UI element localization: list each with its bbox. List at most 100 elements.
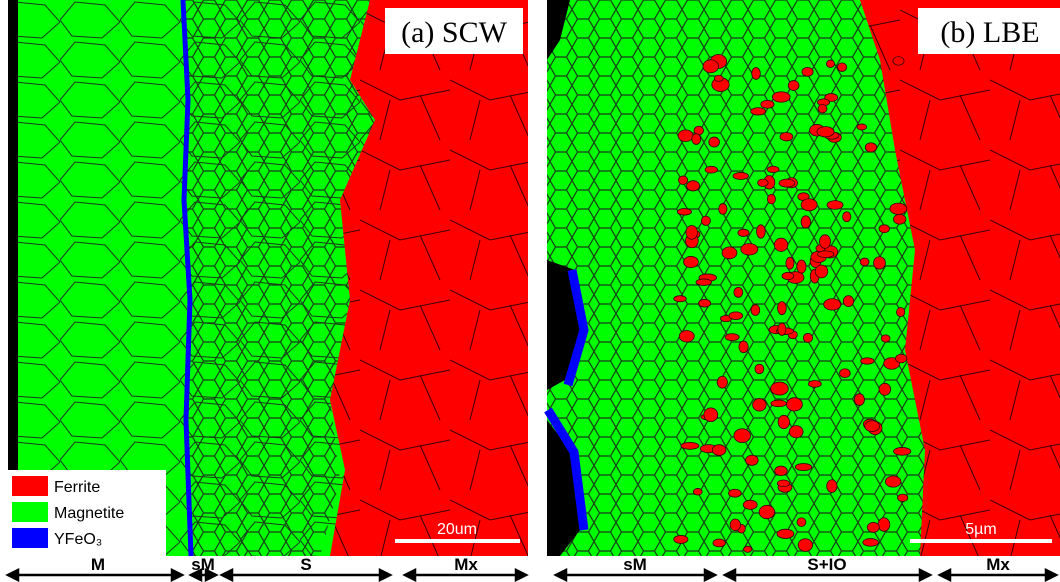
ferrite-grain: [770, 399, 787, 408]
yfeo3-layer: [180, 0, 194, 557]
ferrite-grain: [864, 142, 878, 153]
ferrite-grain: [836, 62, 848, 72]
scale-bar-label: 20um: [437, 521, 477, 538]
ferrite-grain: [678, 175, 689, 185]
ferrite-grain: [704, 165, 718, 174]
ferrite-grain: [692, 488, 703, 496]
arrow-head: [219, 567, 393, 582]
ferrite-grains: [673, 54, 912, 553]
ferrite-grain: [750, 107, 767, 116]
label-box: [918, 8, 1060, 54]
zone-label: S: [300, 555, 311, 574]
ferrite-grain: [796, 517, 807, 527]
label-box: [385, 8, 523, 54]
ferrite-grain: [817, 250, 835, 258]
grain-boundaries: [185, 0, 380, 556]
arrow-head: [722, 567, 933, 582]
ferrite-grain: [777, 301, 787, 316]
ferrite-grain: [771, 91, 791, 103]
ferrite-grain: [873, 256, 886, 270]
ferrite-grain: [718, 203, 728, 215]
ferrite-grain: [695, 278, 712, 286]
ferrite-grain: [724, 333, 740, 342]
ferrite-grain: [817, 104, 828, 114]
legend-swatch: [12, 502, 48, 522]
ferrite-grain: [856, 123, 868, 131]
zone-label: sM: [191, 555, 215, 574]
ferrite-grain: [770, 381, 789, 396]
ferrite-grain: [785, 256, 795, 270]
ferrite-grain: [777, 322, 787, 336]
ferrite-grain: [728, 311, 744, 321]
ferrite-grain: [808, 380, 822, 388]
ferrite-grain: [751, 67, 761, 80]
ferrite-grain: [794, 463, 813, 472]
ferrite-grain: [760, 99, 775, 109]
ferrite-grain: [777, 414, 790, 430]
legend-swatch: [12, 476, 48, 496]
panel-label: (b) LBE: [940, 16, 1039, 49]
ferrite-grain: [703, 407, 719, 422]
ferrite-grain: [776, 479, 791, 488]
arrow-head: [553, 567, 718, 582]
ferrite-grain: [721, 246, 738, 260]
ferrite-grain: [877, 517, 891, 532]
ferrite-grain: [779, 132, 794, 142]
ferrite-grain: [740, 243, 759, 256]
ferrite-grain: [826, 479, 838, 493]
zone-label: Mx: [986, 555, 1010, 574]
ferrite-grain: [691, 133, 702, 145]
ferrite-grain: [737, 228, 750, 237]
yfeo3-layer: [544, 269, 589, 531]
ferrite-grain: [883, 357, 901, 370]
ferrite-grain: [885, 475, 902, 488]
scale-bar-label: 5µm: [965, 521, 996, 538]
ferrite-grain: [732, 172, 749, 180]
legend-label: Ferrite: [54, 479, 100, 496]
ferrite-grain: [862, 538, 879, 547]
ferrite-grain: [754, 363, 765, 375]
ferrite-grain: [742, 499, 758, 510]
ferrite-grain: [678, 330, 695, 343]
ferrite-grain: [733, 428, 751, 443]
ferrite-grain: [864, 420, 880, 432]
ferrite-grain: [788, 425, 804, 439]
ferrite-grain: [826, 200, 844, 210]
ferrite-grain: [680, 441, 700, 450]
ferrite-grain: [711, 444, 727, 456]
arrow-head: [402, 567, 529, 582]
ferrite-grain: [773, 237, 789, 252]
ferrite-grain: [814, 264, 829, 279]
ferrite-grain: [878, 224, 890, 234]
ferrite-grain: [683, 256, 699, 268]
arrow-head: [188, 567, 219, 582]
ferrite-grain: [859, 257, 870, 267]
ferrite-grain: [816, 126, 835, 138]
ferrite-grain: [801, 66, 814, 77]
ferrite-grain: [738, 340, 749, 354]
zone-arrows: [5, 567, 1059, 582]
ferrite-grain: [786, 397, 803, 412]
ferrite-grain: [767, 193, 776, 205]
ferrite-grain: [896, 307, 906, 318]
ferrite-grain: [757, 178, 769, 187]
ferrite-grain: [781, 272, 795, 281]
zone-label: Mx: [454, 555, 478, 574]
ferrite-grain: [686, 180, 700, 192]
ferrite-grain: [766, 165, 780, 173]
legend-label: YFeO₃: [54, 531, 102, 548]
ferrite-grain: [892, 56, 905, 66]
ferrite-grain: [819, 234, 831, 249]
void: [547, 420, 580, 556]
panel-b: (b) LBE 5µm: [544, 0, 1060, 556]
ferrite-grain: [708, 136, 720, 148]
ferrite-grain: [712, 538, 726, 548]
ferrite-grain: [676, 208, 692, 216]
ferrite-grain: [854, 393, 865, 406]
ferrite-grain: [729, 518, 741, 532]
ferrite-grain: [673, 295, 687, 303]
ferrite-grain: [866, 522, 880, 533]
ferrite-grain: [800, 198, 818, 212]
panel-a: (a) SCW 20um Ferrite Magnetite YFeO₃: [8, 0, 528, 557]
